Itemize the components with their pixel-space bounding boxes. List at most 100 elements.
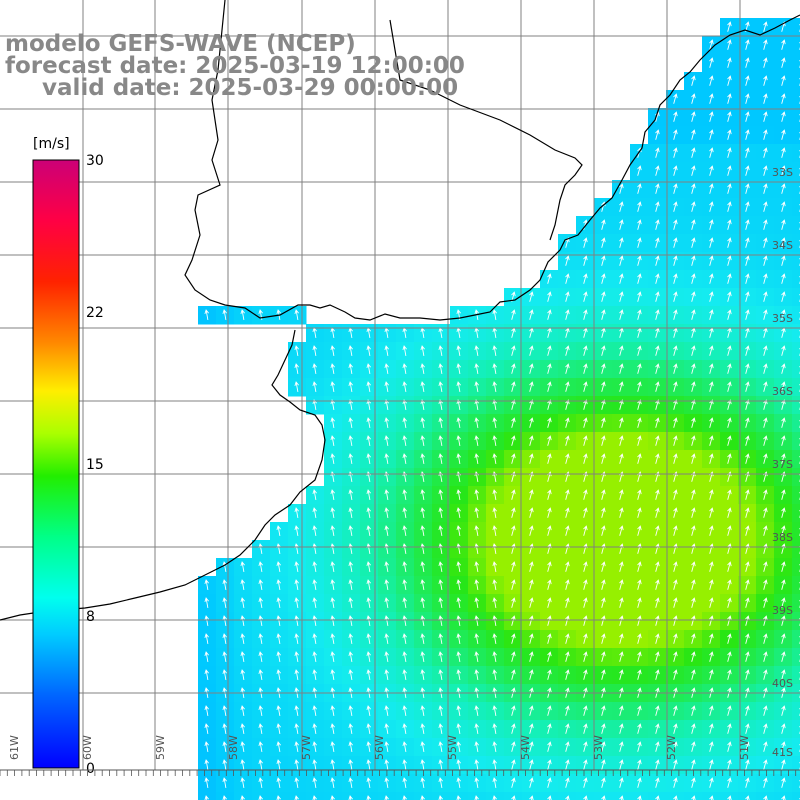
wind-arrow (637, 489, 642, 500)
wind-arrow (438, 651, 443, 662)
wind-arrow (240, 669, 245, 680)
wind-arrow (438, 723, 443, 734)
wind-arrow (294, 363, 299, 374)
wind-arrow (745, 561, 750, 572)
wind-arrow (547, 561, 552, 572)
wind-arrow (529, 381, 534, 392)
wind-arrow (763, 705, 768, 716)
wind-arrow (727, 489, 732, 500)
wind-arrow (474, 399, 479, 410)
wind-arrow (474, 777, 479, 788)
wind-arrow (619, 777, 624, 788)
wind-arrow (565, 615, 570, 626)
title-model: modelo GEFS-WAVE (NCEP) (5, 31, 356, 57)
wind-arrow (330, 561, 335, 572)
wind-arrow (781, 93, 786, 104)
wind-arrow (474, 579, 479, 590)
wind-arrow (330, 741, 335, 752)
wind-arrow (240, 705, 245, 716)
wind-speed-cell (792, 126, 800, 145)
wind-arrow (745, 615, 750, 626)
wind-arrow (204, 579, 209, 590)
wind-arrow (637, 525, 642, 536)
wind-arrow (691, 525, 696, 536)
wind-arrow (492, 363, 497, 374)
wind-arrow (619, 219, 624, 230)
wind-arrow (565, 345, 570, 356)
wind-arrow (529, 741, 534, 752)
wind-arrow (474, 417, 479, 428)
wind-arrow (763, 255, 768, 266)
longitude-label: 54W (519, 735, 532, 760)
wind-arrow (745, 381, 750, 392)
latitude-label: 37S (772, 458, 793, 471)
wind-arrow (637, 561, 642, 572)
wind-arrow (655, 201, 660, 212)
wind-arrow (438, 633, 443, 644)
wind-arrow (709, 435, 714, 446)
wind-arrow (691, 489, 696, 500)
wind-arrow (781, 399, 786, 410)
wind-arrow (691, 507, 696, 518)
wind-arrow (709, 741, 714, 752)
wind-arrow (384, 417, 389, 428)
wind-speed-cell (792, 360, 800, 379)
wind-arrow (781, 111, 786, 122)
wind-arrow (601, 273, 606, 284)
wind-arrow (529, 525, 534, 536)
wind-speed-cell (756, 792, 775, 800)
wind-arrow (709, 633, 714, 644)
wind-arrow (637, 255, 642, 266)
wind-arrow (727, 111, 732, 122)
wind-arrow (709, 273, 714, 284)
wind-arrow (781, 633, 786, 644)
wind-arrow (691, 417, 696, 428)
wind-arrow (619, 381, 624, 392)
wind-arrow (492, 651, 497, 662)
wind-arrow (258, 579, 263, 590)
wind-arrow (492, 525, 497, 536)
wind-arrow (258, 777, 263, 788)
wind-speed-cell (792, 648, 800, 667)
wind-speed-cell (792, 270, 800, 289)
wind-arrow (529, 705, 534, 716)
wind-speed-cell (792, 594, 800, 613)
wind-arrow (601, 435, 606, 446)
wind-arrow (529, 615, 534, 626)
wind-arrow (745, 435, 750, 446)
wind-arrow (583, 525, 588, 536)
wind-arrow (691, 75, 696, 86)
wind-arrow (492, 579, 497, 590)
wind-arrow (438, 363, 443, 374)
wind-arrow (240, 795, 245, 800)
wind-arrow (384, 363, 389, 374)
wind-arrow (745, 183, 750, 194)
wind-arrow (727, 579, 732, 590)
wind-arrow (294, 741, 299, 752)
wind-arrow (420, 489, 425, 500)
wind-arrow (492, 759, 497, 770)
wind-arrow (348, 579, 353, 590)
wind-arrow (745, 237, 750, 248)
wind-arrow (601, 237, 606, 248)
wind-arrow (691, 705, 696, 716)
wind-arrow (745, 309, 750, 320)
wind-arrow (420, 561, 425, 572)
wind-arrow (330, 597, 335, 608)
wind-arrow (384, 669, 389, 680)
wind-speed-cell (558, 792, 577, 800)
wind-arrow (420, 669, 425, 680)
wind-arrow (312, 633, 317, 644)
wind-arrow (637, 417, 642, 428)
wind-arrow (529, 633, 534, 644)
wind-speed-cell (720, 792, 739, 800)
wind-arrow (763, 777, 768, 788)
wind-arrow (330, 507, 335, 518)
wind-arrow (637, 741, 642, 752)
wind-arrow (781, 525, 786, 536)
wind-arrow (763, 561, 768, 572)
wind-arrow (637, 705, 642, 716)
wind-arrow (601, 669, 606, 680)
wind-arrow (565, 435, 570, 446)
wind-arrow (348, 363, 353, 374)
